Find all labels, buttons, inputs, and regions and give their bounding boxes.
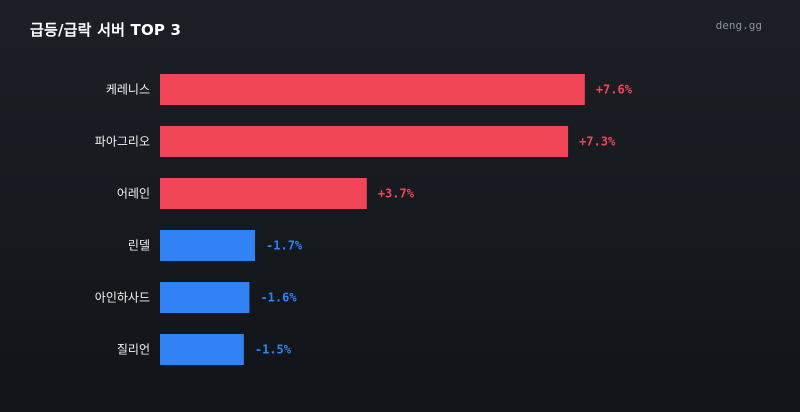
value-label: +7.3% — [579, 135, 616, 149]
bar — [160, 282, 250, 313]
value-label: -1.5% — [255, 343, 292, 357]
bar — [160, 74, 585, 105]
value-label: -1.7% — [266, 239, 303, 253]
value-label: +3.7% — [378, 187, 415, 201]
category-label: 질리언 — [117, 343, 150, 357]
category-label: 파아그리오 — [95, 135, 150, 149]
value-label: +7.6% — [596, 83, 633, 97]
value-label: -1.6% — [260, 291, 297, 305]
bar — [160, 178, 367, 209]
bar — [160, 126, 569, 157]
category-label: 아인하사드 — [95, 291, 150, 305]
bar — [160, 334, 244, 365]
category-label: 린델 — [128, 239, 150, 253]
chart-title: 급등/급락 서버 TOP 3 — [30, 21, 182, 39]
brand-watermark: deng.gg — [715, 19, 762, 32]
category-label: 케레니스 — [106, 83, 150, 97]
bar — [160, 230, 256, 261]
category-label: 어레인 — [117, 187, 150, 201]
